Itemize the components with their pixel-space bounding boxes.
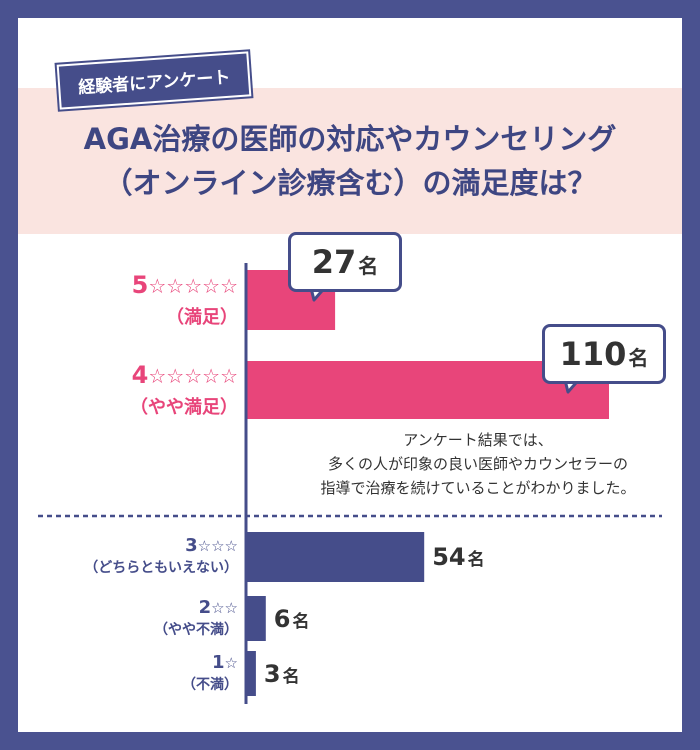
star-icons: ☆☆☆: [197, 537, 238, 555]
rating-number: 5: [131, 271, 149, 299]
category-label-5: 5☆☆☆☆☆ （満足）: [132, 270, 238, 333]
category-description-2: （やや不満）: [154, 621, 238, 638]
value-unit: 名: [628, 346, 649, 370]
category-rating-3: 3☆☆☆: [84, 535, 238, 557]
callout-tail-join: [566, 375, 580, 380]
value-number: 110: [559, 335, 627, 373]
value-label-3: 54 名: [432, 541, 484, 576]
bar-rating-3: [246, 532, 425, 582]
rating-number: 4: [131, 361, 149, 389]
bar-rating-1: [246, 651, 256, 696]
callout-tail-join: [312, 283, 326, 288]
category-description-3: （どちらともいえない）: [84, 560, 238, 576]
category-rating-4: 4☆☆☆☆☆: [130, 360, 238, 393]
category-label-4: 4☆☆☆☆☆ （やや満足）: [130, 360, 238, 423]
value-callout-5: 27 名: [288, 232, 402, 292]
survey-note-line-3: 指導で治療を続けていることがわかりました。: [320, 479, 636, 497]
category-description-1: （不満）: [182, 676, 238, 693]
rating-number: 2: [198, 596, 212, 618]
value-number: 3: [263, 659, 281, 688]
category-label-3: 3☆☆☆ （どちらともいえない）: [84, 535, 238, 579]
value-callout-4: 110 名: [542, 324, 666, 384]
value-number: 54: [432, 543, 466, 571]
rating-number: 3: [185, 535, 198, 556]
survey-note: アンケート結果では、 多くの人が印象の良い医師やカウンセラーの 指導で治療を続け…: [278, 428, 678, 500]
category-rating-1: 1☆: [182, 652, 238, 674]
star-icons: ☆☆☆☆☆: [148, 274, 238, 298]
value-number: 6: [273, 604, 291, 633]
title-band: [18, 88, 682, 234]
page-title-line-2: （オンライン診療含む）の満足度は？: [103, 166, 597, 200]
star-icons: ☆☆☆☆☆: [148, 364, 238, 388]
page-title-line-1: AGA治療の医師の対応やカウンセリング: [83, 122, 617, 156]
survey-card: 経験者にアンケート AGA治療の医師の対応やカウンセリング （オンライン診療含む…: [18, 18, 682, 732]
category-label-2: 2☆☆ （やや不満）: [154, 597, 238, 641]
value-unit: 名: [282, 666, 300, 687]
value-number: 27: [311, 243, 357, 281]
survey-note-line-2: 多くの人が印象の良い医師やカウンセラーの: [327, 455, 628, 473]
category-rating-5: 5☆☆☆☆☆: [132, 270, 238, 303]
value-unit: 名: [292, 611, 310, 632]
survey-note-line-1: アンケート結果では、: [403, 431, 553, 449]
value-unit: 名: [358, 254, 379, 278]
star-icons: ☆☆: [211, 598, 238, 617]
rating-number: 1: [212, 651, 225, 673]
value-unit: 名: [467, 550, 485, 570]
category-description-4: （やや満足）: [130, 397, 238, 418]
star-icons: ☆: [224, 653, 238, 672]
category-description-5: （満足）: [166, 307, 238, 328]
category-label-1: 1☆ （不満）: [182, 652, 238, 696]
bar-rating-2: [246, 596, 266, 641]
category-rating-2: 2☆☆: [154, 597, 238, 619]
